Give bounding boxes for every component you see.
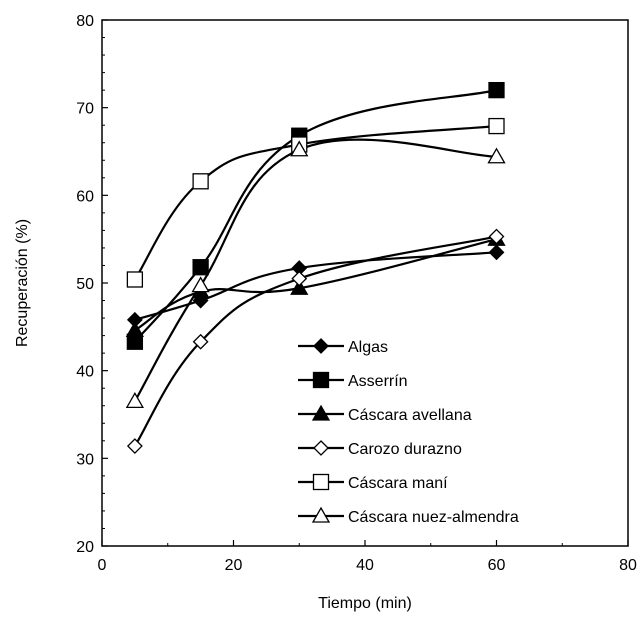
data-point xyxy=(126,438,143,454)
data-point xyxy=(290,140,309,157)
legend-label: Cáscara avellana xyxy=(348,407,472,424)
data-point xyxy=(488,228,505,245)
y-tick-label: 40 xyxy=(76,364,94,381)
legend: Algas Asserrín Cáscara avellana Carozo dura… xyxy=(298,338,519,526)
data-point xyxy=(125,321,144,337)
legend-item: Cáscara nuez-almendra xyxy=(298,506,519,526)
data-point xyxy=(191,276,210,293)
legend-label: Algas xyxy=(348,339,388,356)
series-markers xyxy=(125,81,506,454)
legend-marker xyxy=(312,473,330,491)
data-point xyxy=(488,117,505,135)
x-axis-title: Tiempo (min) xyxy=(318,595,412,612)
legend-marker xyxy=(313,338,329,354)
data-point xyxy=(487,147,506,164)
legend-label: Carozo durazno xyxy=(348,441,462,458)
legend-item: Asserrín xyxy=(298,371,408,390)
legend-marker xyxy=(311,506,331,523)
y-tick-label: 60 xyxy=(76,188,94,205)
y-tick-label: 70 xyxy=(76,101,94,118)
data-point xyxy=(192,333,209,350)
tick-marks xyxy=(101,19,629,547)
x-tick-label: 0 xyxy=(98,557,107,574)
legend-item: Carozo durazno xyxy=(298,440,462,458)
y-tick-labels: 20 30 40 50 60 70 80 xyxy=(76,13,94,556)
data-point xyxy=(192,173,209,190)
legend-marker xyxy=(311,404,331,421)
series-line xyxy=(133,138,497,402)
series-line xyxy=(134,238,497,332)
x-tick-label: 60 xyxy=(488,557,506,574)
plot-frame xyxy=(101,19,629,547)
data-point xyxy=(192,259,209,276)
legend-marker xyxy=(312,371,330,389)
plot-area xyxy=(101,19,629,547)
data-point xyxy=(290,278,309,295)
x-tick-label: 40 xyxy=(356,557,374,574)
series-line xyxy=(133,235,497,447)
legend-item: Algas xyxy=(298,338,388,356)
data-point xyxy=(126,271,144,288)
y-axis-title: Recuperación (%) xyxy=(14,219,31,347)
y-tick-label: 30 xyxy=(76,451,94,468)
legend-label: Asserrín xyxy=(348,373,408,390)
series-lines xyxy=(133,89,497,447)
x-tick-label: 20 xyxy=(225,557,243,574)
data-point xyxy=(291,270,308,287)
y-tick-label: 20 xyxy=(76,539,94,556)
legend-label: Cáscara maní xyxy=(348,475,448,492)
legend-item: Cáscara avellana xyxy=(298,404,472,424)
series-line xyxy=(134,89,497,343)
y-tick-label: 80 xyxy=(76,13,94,30)
legend-item: Cáscara maní xyxy=(298,473,448,492)
data-point xyxy=(488,244,505,261)
x-tick-labels: 0 20 40 60 80 xyxy=(98,557,637,574)
data-point xyxy=(488,81,505,99)
y-tick-label: 50 xyxy=(76,276,94,293)
x-tick-label: 80 xyxy=(619,557,637,574)
legend-marker xyxy=(313,440,329,456)
legend-label: Cáscara nuez-almendra xyxy=(348,509,519,526)
series-line xyxy=(133,124,497,281)
data-point xyxy=(125,392,144,409)
